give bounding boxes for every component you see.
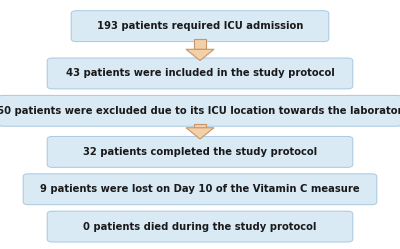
Text: 32 patients completed the study protocol: 32 patients completed the study protocol xyxy=(83,147,317,157)
FancyBboxPatch shape xyxy=(194,39,206,49)
Polygon shape xyxy=(186,128,214,139)
Text: 0 patients died during the study protocol: 0 patients died during the study protoco… xyxy=(83,222,317,232)
Polygon shape xyxy=(186,49,214,61)
FancyBboxPatch shape xyxy=(47,136,353,167)
FancyBboxPatch shape xyxy=(0,95,400,126)
Text: 150 patients were excluded due to its ICU location towards the laboratory: 150 patients were excluded due to its IC… xyxy=(0,106,400,116)
Text: 9 patients were lost on Day 10 of the Vitamin C measure: 9 patients were lost on Day 10 of the Vi… xyxy=(40,184,360,194)
FancyBboxPatch shape xyxy=(47,58,353,89)
FancyBboxPatch shape xyxy=(47,211,353,242)
FancyBboxPatch shape xyxy=(23,174,377,205)
FancyBboxPatch shape xyxy=(194,124,206,128)
Text: 193 patients required ICU admission: 193 patients required ICU admission xyxy=(97,21,303,31)
FancyBboxPatch shape xyxy=(71,11,329,42)
Text: 43 patients were included in the study protocol: 43 patients were included in the study p… xyxy=(66,68,334,78)
